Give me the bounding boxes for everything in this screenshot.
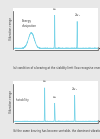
Text: Energy
dissipation: Energy dissipation	[22, 19, 37, 28]
Text: $\omega_1$: $\omega_1$	[52, 7, 57, 13]
Text: $\omega_2$: $\omega_2$	[52, 95, 57, 101]
Text: $\omega_1$: $\omega_1$	[42, 79, 47, 85]
Text: $2\omega_1$: $2\omega_1$	[71, 85, 78, 93]
Y-axis label: Vibration range: Vibration range	[9, 90, 13, 113]
Text: (a) condition of a bearing at the stability limit (low recognise energy dissipat: (a) condition of a bearing at the stabil…	[13, 66, 100, 70]
Text: (b) the same bearing has become unstable, the dominant vibration f_1: (b) the same bearing has become unstable…	[13, 129, 100, 133]
Y-axis label: Vibration range: Vibration range	[9, 17, 13, 40]
Text: Instability: Instability	[16, 98, 29, 102]
Text: $2\omega_1$: $2\omega_1$	[74, 12, 81, 19]
